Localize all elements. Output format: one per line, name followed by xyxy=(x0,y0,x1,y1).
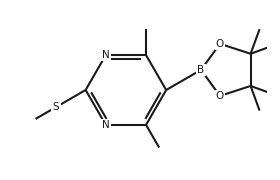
Text: O: O xyxy=(216,39,224,49)
Text: N: N xyxy=(102,50,110,60)
Text: S: S xyxy=(53,102,59,112)
Text: O: O xyxy=(216,91,224,101)
Text: N: N xyxy=(102,120,110,130)
Text: B: B xyxy=(197,65,205,75)
